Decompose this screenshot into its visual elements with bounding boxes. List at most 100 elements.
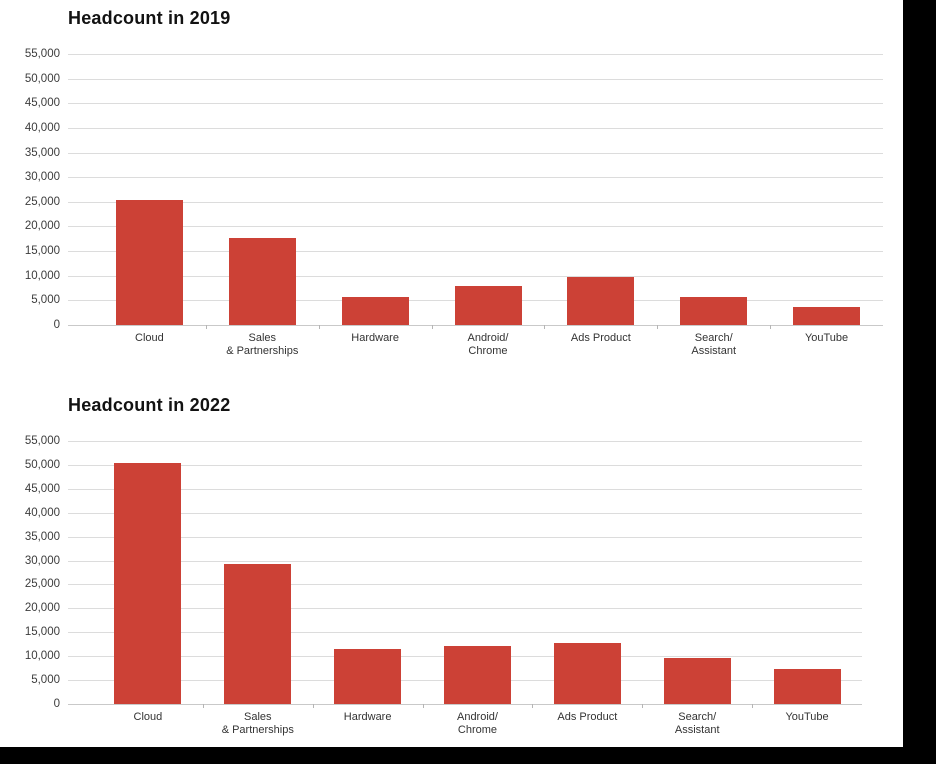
bar-search-assistant — [680, 296, 748, 325]
category-label-android-chrome: Android/Chrome — [423, 711, 533, 737]
x-axis-tick-mark — [752, 704, 754, 708]
category-label-search-assistant: Search/Assistant — [657, 332, 770, 358]
gridline — [68, 441, 862, 442]
category-label-ads-product: Ads Product — [544, 332, 657, 345]
gridline — [68, 275, 883, 277]
y-axis-tick-label: 25,000 — [24, 578, 60, 591]
gridline — [68, 488, 862, 490]
category-label-line: Ads Product — [557, 711, 618, 723]
category-label-line: Cloud — [135, 332, 164, 344]
category-label-ads-product: Ads Product — [532, 711, 642, 724]
x-axis-tick-mark — [312, 704, 314, 708]
category-label-line: Chrome — [457, 724, 498, 736]
gridline — [68, 54, 883, 55]
frame-bottom-edge — [0, 747, 936, 764]
gridline — [68, 464, 862, 466]
gridline — [68, 103, 883, 105]
bar-cloud — [114, 463, 182, 704]
y-axis-tick-label: 0 — [53, 698, 60, 710]
bar-search-assistant — [663, 658, 731, 704]
category-label-cloud: Cloud — [93, 711, 203, 724]
bar-ads-product — [567, 276, 635, 325]
x-axis-tick-mark — [657, 325, 659, 329]
y-axis-tick-label: 25,000 — [24, 195, 60, 208]
y-axis-tick-label: 45,000 — [24, 482, 60, 495]
category-label-line: Sales — [248, 332, 277, 344]
bar-sales-partnerships — [224, 563, 292, 704]
y-axis-tick-label: 35,000 — [24, 530, 60, 543]
y-axis-tick-label: 10,000 — [24, 650, 60, 663]
plot-area: Cloud Sales & Partnerships Hardware Android/… — [68, 54, 883, 357]
y-axis-tick-label: 35,000 — [24, 146, 60, 159]
category-label-search-assistant: Search/Assistant — [642, 711, 752, 737]
gridline — [68, 584, 862, 586]
category-label-line: Search/ — [678, 711, 717, 723]
gridline — [68, 226, 883, 228]
headcount-2019-chart: Headcount in 2019 Cloud Sales & Partnership… — [24, 8, 883, 357]
y-axis-tick-label: 55,000 — [24, 435, 60, 447]
gridline — [68, 512, 862, 514]
bar-youtube — [793, 307, 861, 325]
category-label-line: Android/ — [456, 711, 498, 723]
category-label-sales-partnerships: Sales & Partnerships — [203, 711, 313, 737]
gridline — [68, 152, 883, 154]
y-axis-tick-label: 15,000 — [24, 626, 60, 639]
x-axis-tick-mark — [205, 325, 207, 329]
category-label-line: Android/ — [467, 332, 509, 344]
bar-android-chrome — [444, 646, 511, 704]
category-label-sales-partnerships: Sales & Partnerships — [206, 332, 319, 358]
gridline — [68, 560, 862, 562]
category-label-line: Chrome — [468, 345, 508, 357]
y-axis-tick-label: 40,000 — [24, 506, 60, 519]
gridline — [68, 201, 883, 203]
y-axis-tick-label: 10,000 — [24, 269, 60, 282]
y-axis-tick-label: 5,000 — [31, 674, 60, 687]
plot-area: Cloud Sales & Partnerships Hardware Android/… — [68, 441, 862, 736]
x-axis-line — [68, 325, 883, 326]
category-label-youtube: YouTube — [770, 332, 883, 345]
category-label-line: Assistant — [674, 724, 720, 736]
y-axis-tick-label: 50,000 — [24, 72, 60, 85]
gridline — [68, 251, 883, 253]
y-axis-tick-label: 30,000 — [24, 171, 60, 184]
category-label-android-chrome: Android/Chrome — [432, 332, 545, 358]
y-axis-tick-label: 20,000 — [24, 602, 60, 615]
category-label-hardware: Hardware — [313, 711, 423, 724]
gridline — [68, 608, 862, 610]
gridline — [68, 632, 862, 634]
gridline — [68, 177, 883, 179]
y-axis-tick-label: 5,000 — [31, 294, 60, 307]
x-axis-tick-mark — [642, 704, 644, 708]
bar-youtube — [773, 669, 841, 704]
bar-hardware — [341, 296, 409, 325]
headcount-2022-chart: Headcount in 2022 Cloud Sales & Partnership… — [0, 387, 936, 764]
bar-sales-partnerships — [228, 238, 296, 325]
x-axis-tick-mark — [318, 325, 320, 329]
category-label-line: Hardware — [343, 711, 392, 723]
frame-right-edge — [903, 0, 936, 764]
category-label-line: & Partnerships — [226, 345, 299, 357]
y-axis-tick-label: 45,000 — [24, 97, 60, 110]
category-label-line: Search/ — [694, 332, 733, 344]
category-label-cloud: Cloud — [93, 332, 206, 345]
y-axis-tick-label: 30,000 — [24, 554, 60, 567]
bar-ads-product — [553, 642, 621, 704]
bar-cloud — [115, 199, 183, 325]
bar-hardware — [334, 649, 402, 704]
category-label-youtube: YouTube — [752, 711, 862, 724]
category-label-line: Ads Product — [570, 332, 631, 344]
category-label-line: YouTube — [785, 711, 829, 723]
category-label-line: Assistant — [691, 345, 737, 357]
y-axis-tick-label: 55,000 — [24, 48, 60, 60]
x-axis-tick-mark — [202, 704, 204, 708]
x-axis-tick-mark — [422, 704, 424, 708]
y-axis-tick-label: 0 — [53, 319, 60, 331]
gridline — [68, 536, 862, 538]
chart-title: Headcount in 2022 — [68, 395, 231, 415]
y-axis-tick-label: 40,000 — [24, 121, 60, 134]
x-axis-tick-mark — [770, 325, 772, 329]
y-axis-tick-label: 50,000 — [24, 458, 60, 471]
y-axis-tick-label: 20,000 — [24, 220, 60, 233]
bar-android-chrome — [454, 286, 522, 325]
